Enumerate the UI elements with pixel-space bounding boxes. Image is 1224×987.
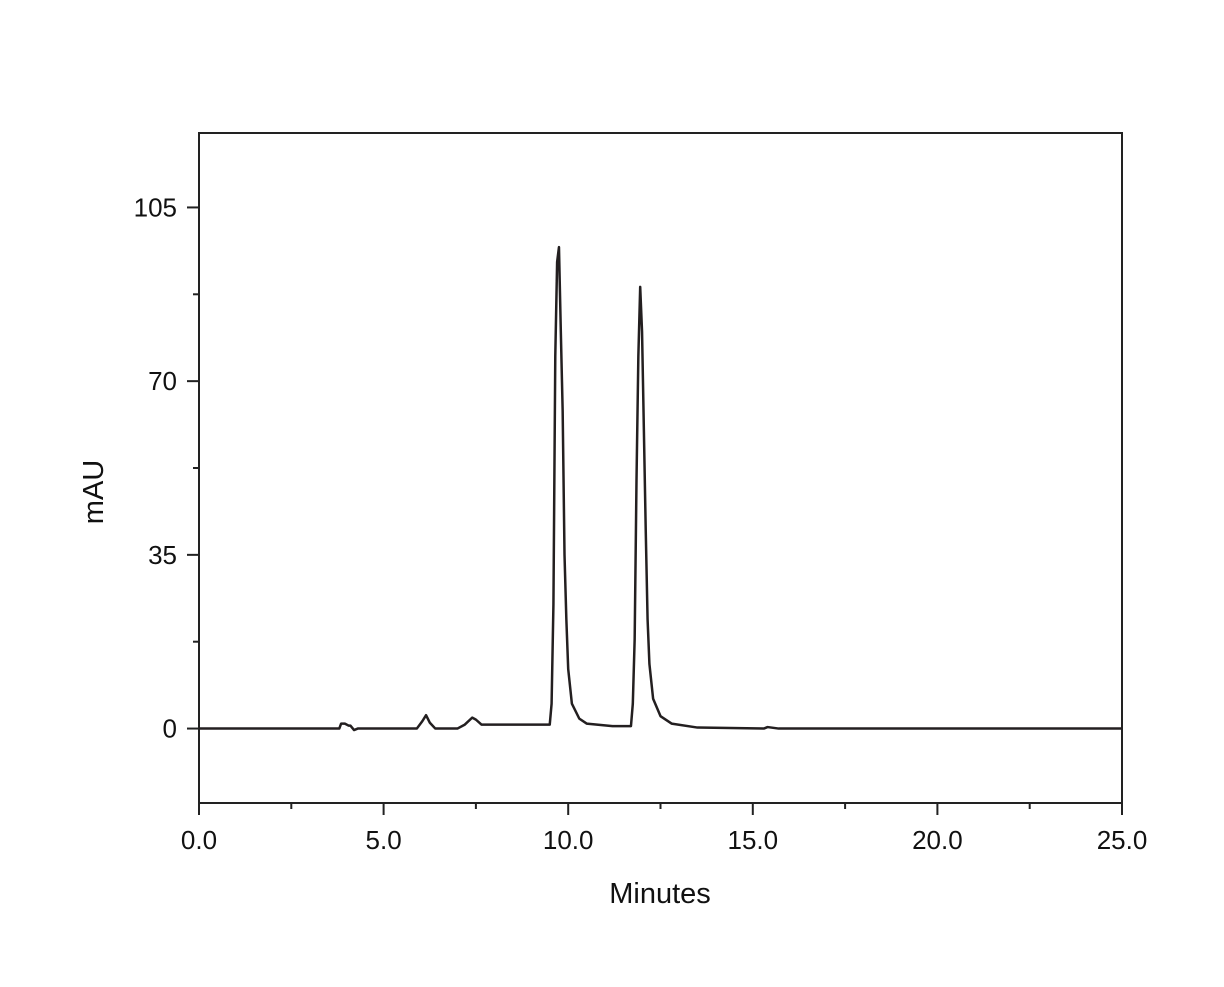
x-tick-label: 10.0: [543, 825, 594, 855]
x-tick-label: 5.0: [366, 825, 402, 855]
x-axis-label: Minutes: [609, 878, 711, 910]
y-tick-label: 0: [163, 714, 177, 744]
y-axis-label: mAU: [78, 460, 110, 524]
x-tick-label: 15.0: [727, 825, 778, 855]
y-tick-label: 70: [148, 366, 177, 396]
plot-frame: [198, 132, 1123, 804]
y-tick-label: 105: [134, 192, 177, 222]
x-tick-label: 25.0: [1097, 825, 1148, 855]
chromatogram-line: [199, 245, 1122, 732]
y-tick-label: 35: [148, 540, 177, 570]
x-tick-label: 0.0: [181, 825, 217, 855]
x-tick-label: 20.0: [912, 825, 963, 855]
